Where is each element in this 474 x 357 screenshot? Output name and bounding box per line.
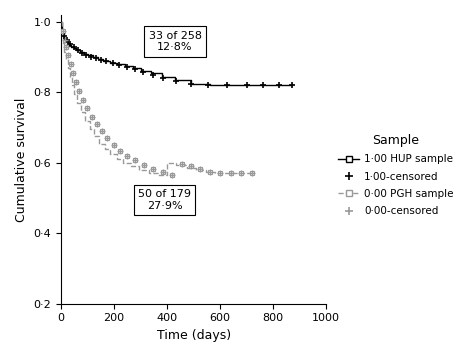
Legend: 1·00 HUP sample, 1·00-censored, 0·00 PGH sample, 0·00-censored: 1·00 HUP sample, 1·00-censored, 0·00 PGH…	[334, 130, 458, 220]
X-axis label: Time (days): Time (days)	[156, 329, 231, 342]
Text: 33 of 258
12·8%: 33 of 258 12·8%	[148, 31, 201, 52]
Y-axis label: Cumulative survival: Cumulative survival	[15, 97, 28, 222]
Text: 50 of 179
27·9%: 50 of 179 27·9%	[138, 189, 191, 211]
